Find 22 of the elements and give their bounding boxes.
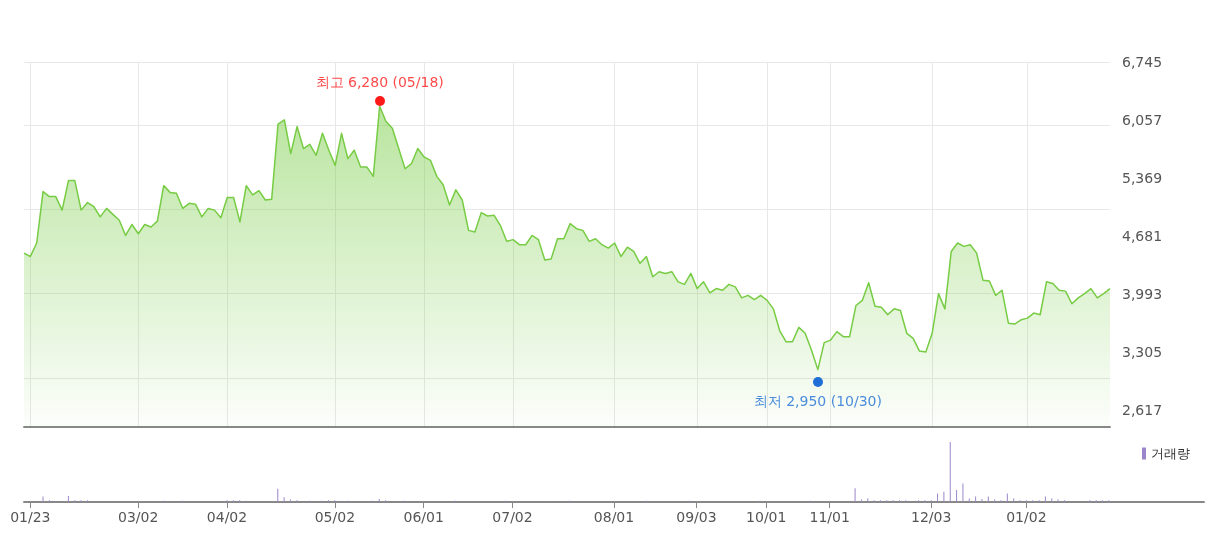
x-tick-label: 03/02 xyxy=(118,509,159,525)
y-tick-label: 6,745 xyxy=(1122,54,1163,70)
x-tick-label: 01/23 xyxy=(10,509,51,525)
legend-label: 거래량 xyxy=(1151,446,1190,461)
y-tick-label: 3,993 xyxy=(1122,286,1163,303)
y-tick-label: 5,369 xyxy=(1122,170,1163,187)
y-tick-label: 6,057 xyxy=(1122,112,1163,129)
x-tick-label: 05/02 xyxy=(314,509,356,525)
y-tick-label: 2,617 xyxy=(1122,402,1163,419)
annotation: 최저 2,950 (10/30) xyxy=(753,393,882,410)
x-tick-label: 07/02 xyxy=(492,509,533,525)
x-tick-label: 08/01 xyxy=(593,509,635,525)
annotation: 최고 6,280 (05/18) xyxy=(315,74,444,91)
x-tick-label: 06/01 xyxy=(403,509,444,525)
y-tick-label: 3,305 xyxy=(1122,344,1163,361)
x-tick-label: 09/03 xyxy=(676,509,717,525)
x-tick-label: 10/01 xyxy=(746,509,787,525)
y-tick-label: 4,681 xyxy=(1122,228,1163,245)
x-tick-label: 01/02 xyxy=(1006,509,1047,525)
x-tick-label: 12/03 xyxy=(911,509,952,525)
x-tick-label: 04/02 xyxy=(206,509,248,525)
x-tick-label: 11/01 xyxy=(809,509,850,525)
